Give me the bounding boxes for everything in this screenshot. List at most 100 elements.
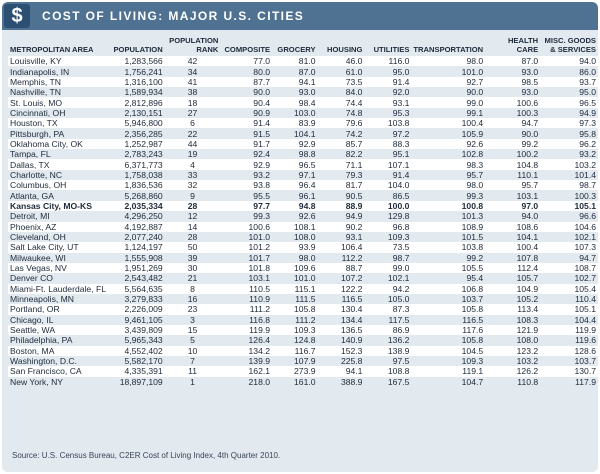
cell-population-rank: 8 <box>164 283 221 294</box>
column-header-composite: COMPOSITE <box>224 45 271 54</box>
cell-population: 5,946,800 <box>111 118 165 129</box>
cell-grocery: 92.9 <box>272 138 318 150</box>
cell-city: Cincinnati, OH <box>10 107 66 118</box>
cell-housing: 74.8 <box>345 107 363 118</box>
cell-grocery: 87.0 <box>298 66 316 77</box>
cell-misc-goods: 96.2 <box>540 138 598 150</box>
cell-population: 1,555,908 <box>124 252 163 263</box>
cell-city: Las Vegas, NV <box>8 262 112 274</box>
cell-composite: 126.4 <box>248 335 271 346</box>
cell-city: Detroit, MI <box>10 211 50 222</box>
column-header-area: METROPOLITAN AREA <box>10 45 94 54</box>
cell-housing: 88.7 <box>317 262 365 274</box>
cell-population: 5,965,343 <box>124 335 163 346</box>
cell-city: Pittsburgh, PA <box>10 128 65 139</box>
cell-misc-goods: 105.1 <box>540 304 598 315</box>
cell-grocery: 105.8 <box>272 304 318 315</box>
cell-housing: 136.5 <box>317 324 365 336</box>
cell-population-rank: 44 <box>164 138 221 150</box>
cell-population: 5,564,635 <box>111 283 165 294</box>
cell-population-rank: 23 <box>164 304 221 315</box>
cell-misc-goods: 95.8 <box>579 128 596 139</box>
cell-health-care: 90.0 <box>521 128 539 139</box>
cell-utilities: 103.8 <box>364 118 412 129</box>
cell-utilities: 95.0 <box>392 66 410 77</box>
cell-housing: 140.9 <box>340 335 363 346</box>
cell-city: Miami-Ft. Lauderdale, FL <box>8 283 112 294</box>
column-header-rank: POPULATION RANK <box>169 36 219 54</box>
table-row: Milwaukee, WI 1,555,908 39 101.7 98.0 112.2 98… <box>8 253 598 263</box>
cell-city: Phoenix, AZ <box>8 221 112 232</box>
cell-transportation: 95.7 <box>466 169 484 180</box>
cell-misc-goods: 95.0 <box>579 87 596 98</box>
cell-health-care: 110.1 <box>517 169 539 180</box>
table-row: Indianapolis, IN 1,756,241 34 80.0 87.0 61.0 9… <box>8 66 598 77</box>
cell-misc-goods: 103.2 <box>540 159 598 170</box>
table-row: Charlotte, NC 1,758,038 33 93.2 97.1 79.3 91.4… <box>8 170 598 180</box>
cell-population: 18,897,109 <box>119 376 163 387</box>
cell-utilities: 104.0 <box>364 180 412 191</box>
cell-utilities: 97.5 <box>392 356 410 367</box>
cell-housing: 225.8 <box>340 356 363 367</box>
cell-utilities: 136.2 <box>387 335 410 346</box>
cell-composite: 101.2 <box>220 242 273 253</box>
cell-composite: 139.9 <box>248 356 271 367</box>
cell-population-rank: 16 <box>187 294 198 305</box>
cell-population-rank: 27 <box>187 107 198 118</box>
cell-housing: 122.2 <box>317 283 365 294</box>
cell-transportation: 104.5 <box>411 345 486 356</box>
cell-population: 1,951,269 <box>111 262 165 274</box>
cell-transportation: 105.8 <box>411 304 486 315</box>
cell-population: 1,758,038 <box>124 169 163 180</box>
cell-grocery: 109.6 <box>272 262 318 274</box>
cell-population-rank: 18 <box>164 97 221 108</box>
cell-health-care: 108.0 <box>516 335 539 346</box>
cell-population: 4,552,402 <box>111 345 165 356</box>
cell-city: Boston, MA <box>8 345 112 356</box>
cell-grocery: 116.7 <box>272 345 318 356</box>
cell-city: Nashville, TN <box>10 87 61 98</box>
cell-population: 2,783,243 <box>124 149 163 160</box>
cell-composite: 90.9 <box>253 107 271 118</box>
cell-population: 4,335,391 <box>111 366 165 377</box>
cell-misc-goods: 100.3 <box>574 190 596 201</box>
cell-population-rank: 38 <box>187 87 198 98</box>
column-header-health-care: HEALTH CARE <box>507 36 539 54</box>
cell-transportation: 101.3 <box>461 211 484 222</box>
cell-transportation: 98.0 <box>411 56 486 67</box>
cell-city: Philadelphia, PA <box>10 335 73 346</box>
cell-misc-goods: 117.9 <box>575 376 596 387</box>
cell-misc-goods: 128.6 <box>540 345 598 356</box>
cell-health-care: 95.7 <box>485 180 541 191</box>
cell-transportation: 101.0 <box>461 66 484 77</box>
cell-housing: 46.0 <box>317 56 365 67</box>
column-header-grocery: GROCERY <box>277 45 316 54</box>
cell-housing: 79.3 <box>345 169 363 180</box>
cell-grocery: 96.5 <box>272 159 318 170</box>
table-row: Boston, MA 4,552,402 10 134.2 116.7 152.3 138.… <box>8 345 598 356</box>
cell-grocery: 108.1 <box>272 221 318 232</box>
cell-health-care: 108.6 <box>485 221 541 232</box>
cell-housing: 152.3 <box>317 345 365 356</box>
cell-grocery: 103.0 <box>294 107 316 118</box>
table-body: Louisville, KY 1,283,566 42 77.0 81.0 46.0 116… <box>8 56 598 387</box>
cell-city: Milwaukee, WI <box>10 252 66 263</box>
cell-composite: 91.5 <box>253 128 271 139</box>
cell-grocery: 96.1 <box>298 190 316 201</box>
cell-transportation: 101.5 <box>461 232 484 243</box>
cell-transportation: 99.0 <box>411 97 486 108</box>
cell-population-rank: 39 <box>187 252 198 263</box>
cell-health-care: 87.0 <box>485 56 541 67</box>
cell-population: 5,268,860 <box>124 190 163 201</box>
cell-transportation: 98.3 <box>411 159 486 170</box>
cell-composite: 101.7 <box>248 252 271 263</box>
cell-grocery: 92.6 <box>298 211 316 222</box>
cell-housing: 85.7 <box>317 138 365 150</box>
table-row: New York, NY 18,897,109 1 218.0 161.0 388.9 16… <box>8 377 598 387</box>
cell-composite: 111.2 <box>220 304 273 315</box>
source-note: Source: U.S. Census Bureau, C2ER Cost of… <box>12 451 281 460</box>
cell-health-care: 94.0 <box>521 211 539 222</box>
cell-misc-goods: 94.7 <box>579 252 596 263</box>
cell-transportation: 108.9 <box>411 221 486 232</box>
cell-health-care: 93.0 <box>521 87 539 98</box>
